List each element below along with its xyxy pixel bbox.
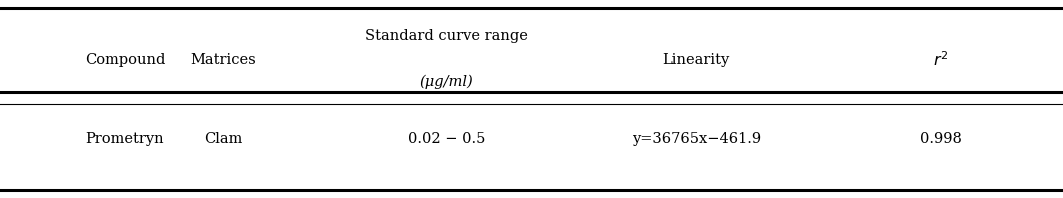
Text: Prometryn: Prometryn xyxy=(85,132,164,146)
Text: Linearity: Linearity xyxy=(662,53,730,67)
Text: Standard curve range: Standard curve range xyxy=(365,29,528,43)
Text: 0.02 − 0.5: 0.02 − 0.5 xyxy=(408,132,485,146)
Text: Clam: Clam xyxy=(204,132,242,146)
Text: Matrices: Matrices xyxy=(190,53,256,67)
Text: 0.998: 0.998 xyxy=(919,132,962,146)
Text: $\mathit{r}^{2}$: $\mathit{r}^{2}$ xyxy=(933,51,948,70)
Text: (μg/ml): (μg/ml) xyxy=(420,75,473,89)
Text: y=36765x−461.9: y=36765x−461.9 xyxy=(631,132,761,146)
Text: Compound: Compound xyxy=(85,53,166,67)
